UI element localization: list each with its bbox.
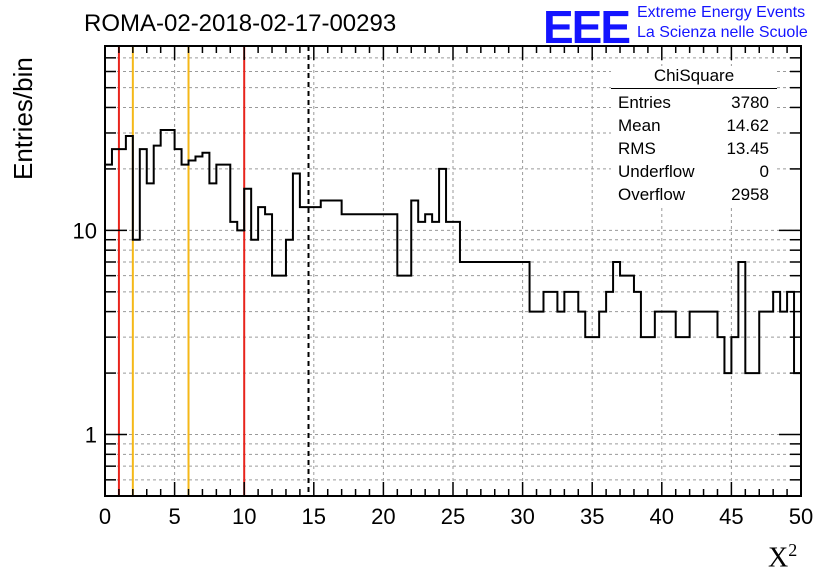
stats-value: 13.45 (726, 139, 769, 158)
stats-value: 2958 (731, 185, 769, 204)
y-tick-label: 10 (73, 218, 97, 243)
logo-line-1: Extreme Energy Events (637, 4, 806, 21)
x-tick-label: 25 (441, 504, 465, 529)
stats-label: Mean (618, 116, 661, 135)
stats-row-overflow: Overflow 2958 (611, 183, 777, 206)
x-tick-label: 30 (510, 504, 534, 529)
logo-line-2: La Scienza nelle Scuole (637, 24, 808, 41)
stats-value: 3780 (731, 93, 769, 112)
y-tick-label: 1 (85, 423, 97, 448)
x-tick-label: 15 (302, 504, 326, 529)
stats-row-mean: Mean 14.62 (611, 114, 777, 137)
stats-row-entries: Entries 3780 (611, 91, 777, 114)
stats-label: Underflow (618, 162, 695, 181)
x-tick-label: 40 (650, 504, 674, 529)
stats-label: RMS (618, 139, 656, 158)
stats-label: Entries (618, 93, 671, 112)
stats-box: ChiSquare Entries 3780 Mean 14.62 RMS 13… (611, 66, 777, 206)
stats-title: ChiSquare (611, 66, 777, 89)
stats-row-underflow: Underflow 0 (611, 160, 777, 183)
stats-row-rms: RMS 13.45 (611, 137, 777, 160)
y-axis-label: Entries/bin (8, 57, 38, 180)
x-tick-label: 50 (789, 504, 813, 529)
x-tick-label: 0 (99, 504, 111, 529)
stats-value: 0 (759, 162, 769, 181)
run-title: ROMA-02-2018-02-17-00293 (84, 10, 397, 37)
stats-value: 14.62 (726, 116, 769, 135)
x-tick-label: 35 (580, 504, 604, 529)
x-tick-label: 20 (371, 504, 395, 529)
x-axis-label: X2 (768, 540, 798, 574)
x-tick-label: 10 (232, 504, 256, 529)
histogram-series (105, 129, 801, 375)
eee-logo: EEE (543, 1, 631, 53)
x-tick-label: 5 (168, 504, 180, 529)
x-tick-label: 45 (719, 504, 743, 529)
stats-label: Overflow (618, 185, 686, 204)
